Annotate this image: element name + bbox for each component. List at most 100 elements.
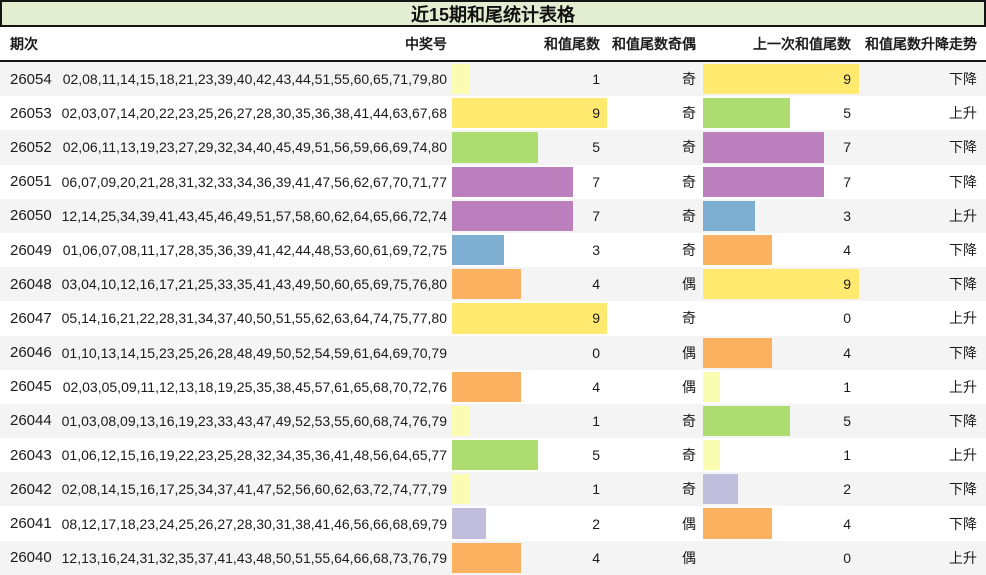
prev-tail-bar: [703, 269, 859, 300]
prev-tail-value: 0: [843, 549, 851, 566]
prev-tail-value: 9: [843, 276, 851, 293]
parity-cell: 偶: [682, 276, 696, 293]
period-cell: 26040: [10, 549, 52, 567]
winning-numbers-cell: 12,14,25,34,39,41,43,45,46,49,51,57,58,6…: [61, 207, 447, 224]
trend-cell: 上升: [949, 447, 977, 464]
prev-tail-value: 9: [843, 71, 851, 88]
parity-cell: 奇: [682, 412, 696, 429]
sum-tail-cell: 9: [452, 301, 607, 335]
sum-tail-cell: 1: [452, 62, 607, 96]
parity-cell: 偶: [682, 378, 696, 395]
winning-numbers-cell: 02,08,11,14,15,18,21,23,39,40,42,43,44,5…: [62, 71, 447, 88]
table-body: 26054 02,08,11,14,15,18,21,23,39,40,42,43…: [0, 62, 986, 575]
trend-cell: 下降: [949, 515, 977, 532]
table-row: 26050 12,14,25,34,39,41,43,45,46,49,51,57…: [0, 198, 986, 233]
trend-cell: 上升: [949, 310, 977, 327]
sum-tail-bar: [452, 371, 521, 402]
trend-cell: 下降: [949, 412, 977, 429]
prev-tail-cell: 9: [703, 62, 859, 96]
winning-numbers-cell: 02,03,05,09,11,12,13,18,19,25,35,38,45,5…: [62, 378, 447, 395]
prev-tail-bar: [703, 166, 825, 197]
sum-tail-bar: [452, 269, 521, 300]
parity-cell: 偶: [682, 549, 696, 566]
table-header-row: 期次 中奖号 和值尾数 和值尾数奇偶 上一次和值尾数 和值尾数升降走势: [0, 27, 986, 62]
period-cell: 26051: [10, 173, 52, 191]
table-row: 26049 01,06,07,08,11,17,28,35,36,39,41,42…: [0, 232, 986, 268]
winning-numbers-cell: 01,10,13,14,15,23,25,26,28,48,49,50,52,5…: [61, 344, 447, 361]
prev-tail-cell: 4: [703, 233, 859, 267]
sum-tail-value: 9: [592, 310, 600, 327]
sum-tail-cell: 7: [452, 199, 607, 233]
sum-tail-cell: 4: [452, 541, 607, 575]
sum-tail-value: 4: [592, 276, 600, 293]
sum-tail-bar: [452, 200, 573, 231]
trend-cell: 上升: [949, 378, 977, 395]
prev-tail-value: 4: [843, 344, 851, 361]
sum-tail-cell: 9: [452, 96, 607, 130]
sum-tail-bar: [452, 405, 470, 437]
table-row: 26040 12,13,16,24,31,32,35,37,41,43,48,50…: [0, 540, 986, 575]
parity-cell: 奇: [682, 139, 696, 156]
trend-cell: 下降: [949, 173, 977, 190]
column-header-trend: 和值尾数升降走势: [865, 35, 977, 52]
sum-tail-bar: [452, 166, 573, 197]
sum-tail-value: 5: [592, 139, 600, 156]
prev-tail-cell: 5: [703, 404, 859, 438]
winning-numbers-cell: 02,03,07,14,20,22,23,25,26,27,28,30,35,3…: [61, 105, 447, 122]
parity-cell: 奇: [682, 242, 696, 259]
parity-cell: 奇: [682, 71, 696, 88]
period-cell: 26042: [10, 480, 52, 498]
table-row: 26053 02,03,07,14,20,22,23,25,26,27,28,30…: [0, 96, 986, 131]
table-row: 26046 01,10,13,14,15,23,25,26,28,48,49,50…: [0, 335, 986, 370]
period-cell: 26050: [10, 207, 52, 225]
prev-tail-bar: [703, 405, 790, 437]
prev-tail-cell: 7: [703, 130, 859, 164]
prev-tail-value: 7: [843, 139, 851, 156]
trend-cell: 下降: [949, 276, 977, 293]
sum-tail-cell: 1: [452, 404, 607, 438]
prev-tail-bar: [703, 440, 721, 471]
sum-tail-cell: 0: [452, 336, 607, 370]
prev-tail-cell: 1: [703, 438, 859, 472]
prev-tail-bar: [703, 371, 721, 402]
trend-cell: 下降: [949, 242, 977, 259]
prev-tail-bar: [703, 200, 755, 231]
parity-cell: 奇: [682, 207, 696, 224]
prev-tail-value: 4: [843, 515, 851, 532]
trend-cell: 下降: [949, 71, 977, 88]
sum-tail-cell: 1: [452, 472, 607, 506]
prev-tail-bar: [703, 64, 859, 95]
trend-cell: 下降: [949, 344, 977, 361]
column-header-period: 期次: [10, 35, 38, 52]
prev-tail-bar: [703, 132, 825, 163]
prev-tail-cell: 1: [703, 370, 859, 404]
sum-tail-value: 1: [592, 412, 600, 429]
prev-tail-value: 5: [843, 412, 851, 429]
sum-tail-value: 4: [592, 549, 600, 566]
sum-tail-cell: 5: [452, 438, 607, 472]
sum-tail-cell: 5: [452, 130, 607, 164]
sum-tail-bar: [452, 132, 539, 163]
sum-tail-cell: 7: [452, 165, 607, 199]
parity-cell: 奇: [682, 173, 696, 190]
sum-tail-cell: 4: [452, 370, 607, 404]
prev-tail-cell: 3: [703, 199, 859, 233]
winning-numbers-cell: 06,07,09,20,21,28,31,32,33,34,36,39,41,4…: [61, 173, 447, 190]
prev-tail-value: 0: [843, 310, 851, 327]
period-cell: 26041: [10, 515, 52, 533]
period-cell: 26048: [10, 275, 52, 293]
prev-tail-cell: 9: [703, 267, 859, 301]
table-row: 26045 02,03,05,09,11,12,13,18,19,25,35,38…: [0, 369, 986, 404]
trend-cell: 下降: [949, 481, 977, 498]
parity-cell: 偶: [682, 344, 696, 361]
prev-tail-bar: [703, 98, 790, 129]
parity-cell: 奇: [682, 481, 696, 498]
sum-tail-value: 5: [592, 447, 600, 464]
period-cell: 26045: [10, 378, 52, 396]
sum-tail-value: 0: [592, 344, 600, 361]
winning-numbers-cell: 12,13,16,24,31,32,35,37,41,43,48,50,51,5…: [61, 549, 447, 566]
prev-tail-cell: 7: [703, 165, 859, 199]
prev-tail-cell: 0: [703, 541, 859, 575]
period-cell: 26054: [10, 70, 52, 88]
